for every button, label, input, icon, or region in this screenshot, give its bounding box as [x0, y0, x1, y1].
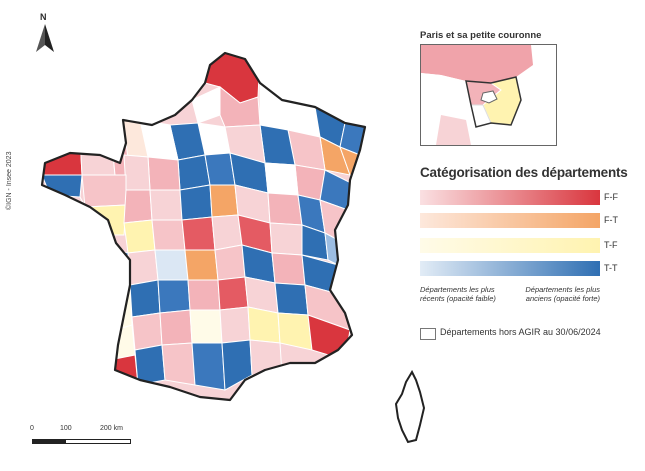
department	[149, 189, 183, 221]
department	[191, 342, 226, 391]
scale-segment-white	[65, 439, 131, 444]
department	[274, 282, 309, 316]
legend-label-ft: F-T	[604, 215, 618, 225]
department	[214, 244, 246, 281]
legend-swatch-ft	[420, 213, 600, 228]
department	[127, 249, 159, 286]
legend-note-old: Départements les plus anciens (opacité f…	[525, 285, 600, 303]
department	[221, 339, 253, 391]
department	[157, 279, 191, 314]
department	[217, 276, 249, 311]
department	[129, 279, 161, 318]
north-arrow-icon	[36, 24, 54, 52]
department	[187, 279, 221, 311]
legend-label-tt: T-T	[604, 263, 618, 273]
department	[181, 216, 216, 251]
copyright-text: ©IGN - Insee 2023	[6, 151, 13, 210]
department	[81, 174, 127, 208]
scale-tick-0: 0	[30, 425, 34, 432]
legend-label-tf: T-F	[604, 240, 618, 250]
department	[159, 309, 193, 346]
north-arrow: N	[30, 12, 60, 56]
legend-note-recent: Départements les plus récents (opacité f…	[420, 285, 496, 303]
scale-segment-black	[32, 439, 65, 444]
department	[267, 192, 303, 226]
paris-inset-map	[420, 44, 557, 146]
legend-label-outside: Départements hors AGIR au 30/06/2024	[440, 327, 601, 337]
corsica-map	[394, 370, 426, 444]
north-letter: N	[40, 12, 47, 22]
department	[123, 219, 156, 254]
legend-swatch-tf	[420, 238, 600, 253]
france-outline	[40, 51, 367, 402]
department	[209, 184, 239, 218]
department	[269, 222, 303, 256]
departments	[42, 53, 365, 400]
department	[151, 219, 186, 251]
department	[189, 309, 223, 344]
department	[154, 249, 189, 281]
legend-swatch-ff	[420, 190, 600, 205]
department	[123, 154, 151, 191]
legend-swatch-outside	[420, 328, 436, 340]
inset-title: Paris et sa petite couronne	[420, 30, 542, 41]
department	[131, 312, 163, 351]
scale-tick-200: 200 km	[100, 425, 123, 432]
department	[264, 162, 299, 196]
department	[161, 342, 196, 386]
department	[179, 184, 213, 221]
department	[184, 249, 219, 281]
department	[247, 306, 281, 344]
department	[147, 156, 181, 191]
legend-swatch-tt	[420, 261, 600, 276]
department	[219, 306, 251, 344]
scale-bar: 0 100 200 km	[28, 425, 148, 455]
scale-tick-100: 100	[60, 425, 72, 432]
paris-inset-svg	[421, 45, 556, 145]
legend-label-ff: F-F	[604, 192, 618, 202]
department	[271, 252, 306, 286]
france-map	[40, 51, 367, 402]
department	[123, 189, 153, 224]
legend-title: Catégorisation des départements	[420, 165, 628, 180]
department	[79, 136, 116, 176]
department	[211, 214, 243, 251]
department	[177, 154, 211, 191]
